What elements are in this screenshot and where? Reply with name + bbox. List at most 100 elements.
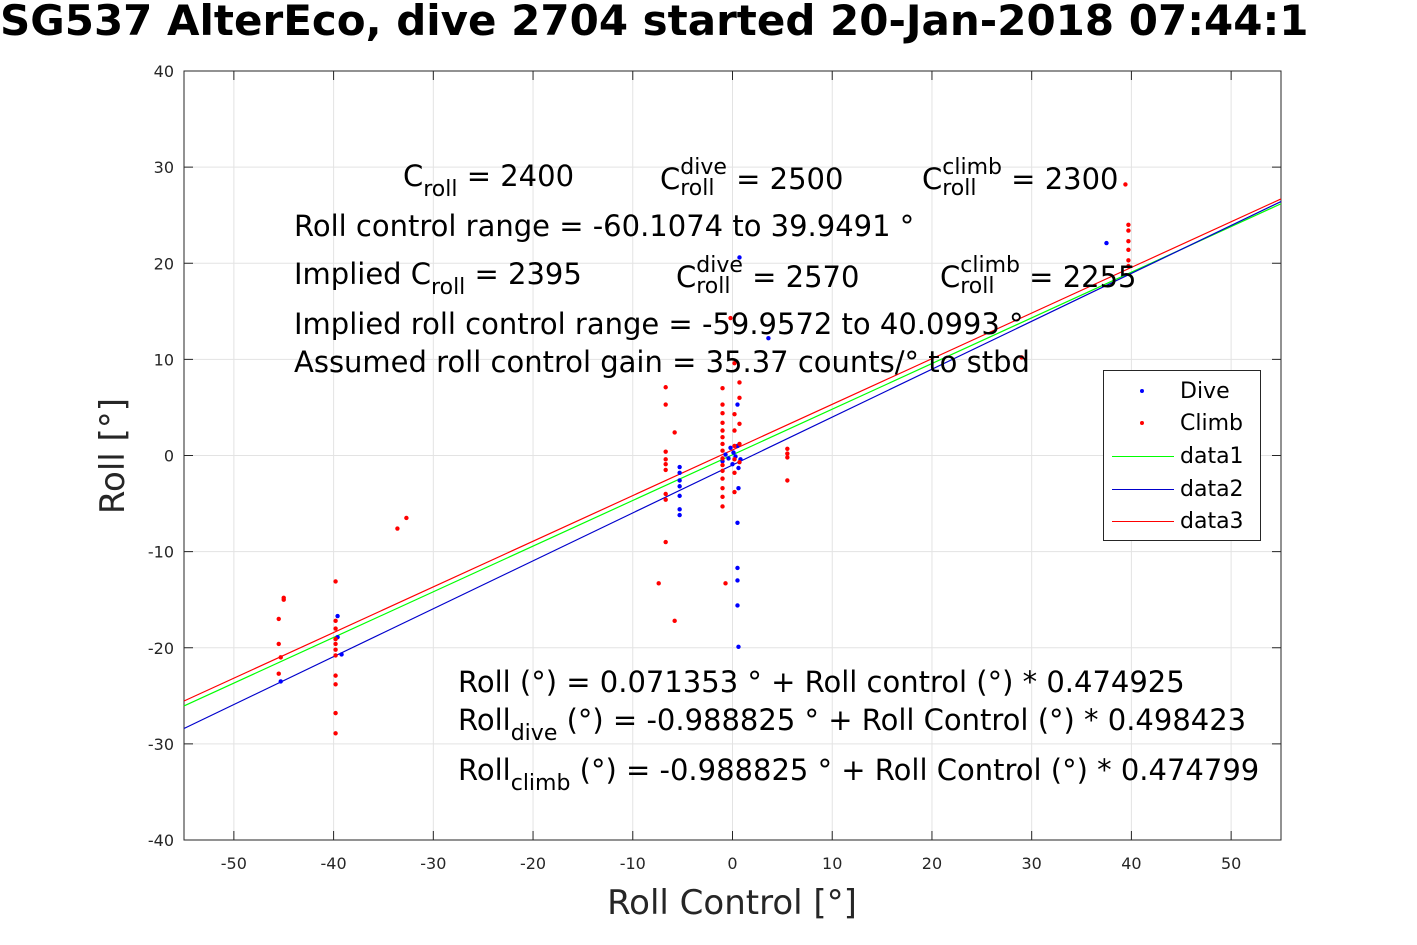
implied-c-roll-sub: roll: [431, 275, 466, 300]
climb-point: [333, 641, 338, 647]
dive-point: [728, 445, 733, 451]
dive-point: [736, 465, 741, 471]
climb-point: [278, 655, 283, 660]
climb-point: [737, 460, 742, 465]
fit-climb-sub: climb: [510, 771, 571, 796]
climb-point: [737, 380, 742, 385]
climb-point: [663, 497, 668, 502]
climb-point: [785, 451, 790, 456]
y-tick-label: 30: [154, 158, 174, 177]
dive-point: [735, 603, 740, 608]
implied-c-roll-dive-sup: dive: [696, 253, 743, 278]
climb-point: [720, 402, 725, 407]
x-tick-label: 30: [1022, 854, 1042, 873]
climb-point: [276, 671, 281, 676]
x-tick-label: -20: [520, 854, 546, 873]
ticks-layer: -50 -40 -30 -20 -10 0 10 20 30 40 50 -40 -30 -20 -10 0 1…: [148, 62, 1281, 873]
legend-item-data3: data3: [1104, 505, 1260, 537]
x-axis-label: Roll Control [°]: [607, 883, 857, 923]
roll-control-gain-text: Assumed roll control gain = 35.37 counts…: [294, 345, 1030, 379]
climb-point: [276, 616, 281, 622]
climb-point: [720, 435, 725, 440]
c-roll-climb-supsub: climb roll: [942, 155, 1002, 200]
climb-point: [663, 491, 668, 497]
climb-point: [720, 462, 725, 468]
implied-c-roll-climb-sub: roll: [960, 273, 995, 299]
climb-point: [732, 428, 737, 433]
climb-point: [663, 449, 668, 454]
climb-point: [720, 476, 725, 481]
chart-legend: Dive Climb data1 data2 data3: [1103, 370, 1261, 541]
dive-point: [677, 507, 682, 512]
points-layer: [276, 182, 1131, 736]
climb-point: [720, 428, 725, 433]
climb-point: [737, 395, 742, 401]
climb-point: [732, 470, 737, 476]
climb-point: [785, 446, 790, 451]
climb-point: [333, 618, 338, 624]
dive-point: [677, 512, 682, 518]
climb-point: [656, 581, 661, 586]
implied-c-roll-dive-base: C: [676, 259, 697, 294]
climb-point: [663, 457, 668, 462]
climb-point: [333, 626, 338, 631]
climb-point: [1126, 247, 1131, 252]
climb-point: [720, 386, 725, 391]
climb-point: [663, 385, 668, 390]
climb-point: [1126, 222, 1131, 227]
dive-point: [335, 613, 340, 619]
legend-item-climb: Climb: [1104, 407, 1260, 439]
fit-dive-prefix: Roll: [458, 703, 511, 737]
dive-point: [735, 402, 740, 407]
climb-point: [333, 653, 338, 658]
climb-point: [732, 489, 737, 495]
fit-line-data3: [183, 198, 1282, 702]
climb-point: [785, 478, 790, 483]
legend-item-data1: data1: [1104, 440, 1260, 472]
climb-point: [737, 421, 742, 426]
climb-point: [732, 443, 737, 449]
implied-c-roll-climb-sup: climb: [960, 253, 1020, 278]
dive-point: [723, 452, 728, 457]
c-roll-value: = 2400: [457, 159, 575, 193]
implied-c-roll-dive-sub: roll: [696, 273, 731, 299]
legend-data2-swatch: [1112, 489, 1174, 490]
legend-data1-label: data1: [1180, 444, 1244, 469]
fit-dive-rest: (°) = -0.988825 ° + Roll Control (°) * 0…: [557, 703, 1247, 737]
y-tick-label: 0: [164, 447, 174, 466]
dive-point: [339, 652, 344, 657]
climb-point: [720, 420, 725, 426]
dive-point: [736, 485, 741, 491]
climb-point: [1126, 263, 1131, 269]
c-roll-dive-sub: roll: [680, 175, 715, 201]
climb-point: [663, 461, 668, 467]
c-roll-climb-value: = 2300: [1001, 161, 1119, 196]
dive-point: [677, 493, 682, 499]
c-roll-climb-sup: climb: [942, 155, 1002, 180]
dive-point: [735, 520, 740, 525]
fit-climb-equation: Rollclimb (°) = -0.988825 ° + Roll Contr…: [458, 753, 1259, 795]
dive-point: [677, 470, 682, 476]
climb-point: [333, 673, 338, 678]
dive-point: [766, 336, 771, 341]
fit-climb-prefix: Roll: [458, 753, 511, 787]
dive-point: [677, 464, 682, 470]
c-roll-sub: roll: [423, 177, 458, 202]
x-tick-label: 40: [1121, 854, 1141, 873]
climb-point: [672, 618, 677, 624]
x-tick-label: 50: [1221, 854, 1241, 873]
legend-data1-swatch: [1112, 456, 1174, 457]
fit-all-equation: Roll (°) = 0.071353 ° + Roll control (°)…: [458, 665, 1185, 699]
climb-point: [663, 467, 668, 473]
climb-point: [720, 411, 725, 416]
implied-c-roll-dive-value: = 2570: [742, 259, 860, 294]
climb-point: [333, 579, 338, 584]
legend-dive-marker: [1140, 389, 1144, 393]
c-roll-annotation: Croll = 2400: [403, 159, 575, 201]
climb-point: [723, 581, 728, 586]
legend-climb-label: Climb: [1180, 411, 1243, 436]
fit-line-data1: [183, 203, 1282, 707]
